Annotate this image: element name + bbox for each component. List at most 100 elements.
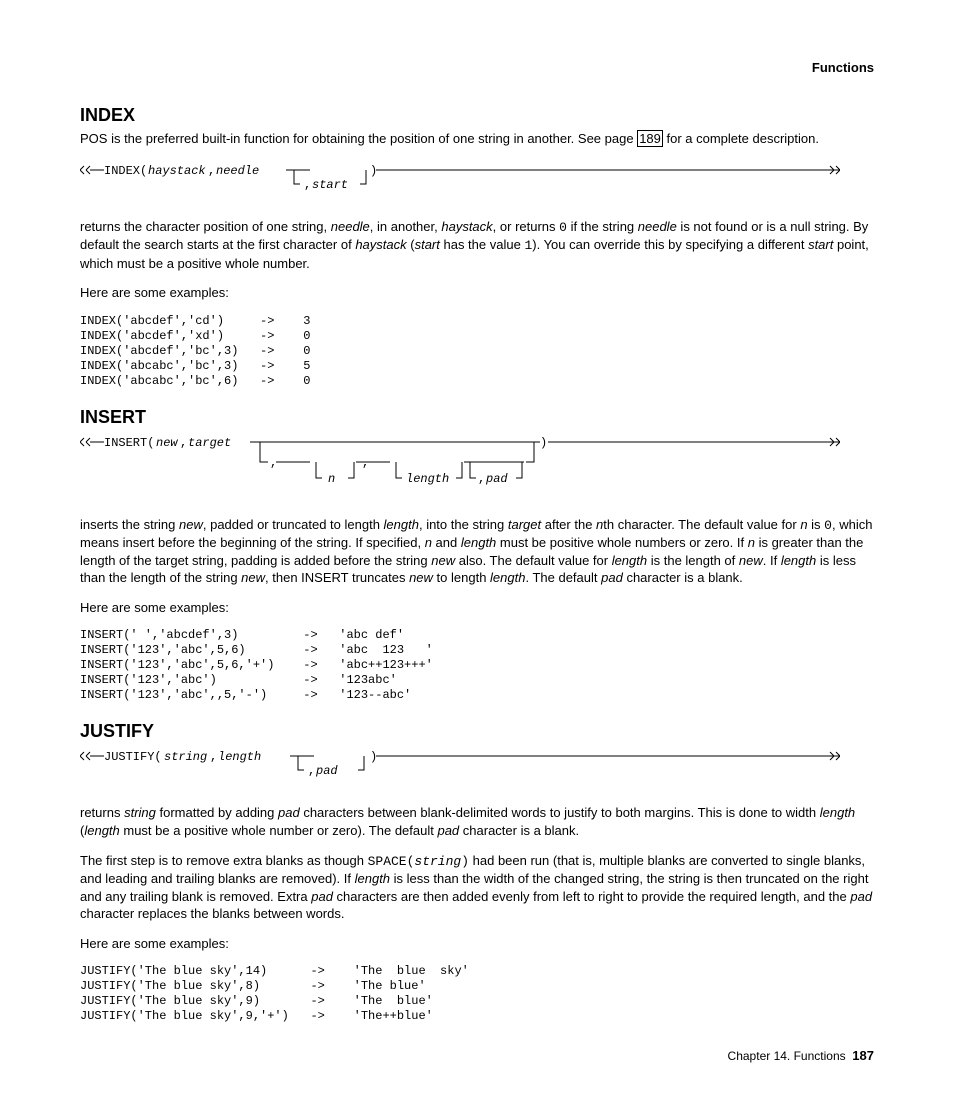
text: characters between blank-delimited words… (300, 805, 820, 820)
text: character is a blank. (623, 570, 743, 585)
text: returns the character position of one st… (80, 219, 331, 234)
index-examples: INDEX('abcdef','cd') -> 3 INDEX('abcdef'… (80, 314, 874, 389)
text: , padded or truncated to length (203, 517, 384, 532)
header-section: Functions (80, 60, 874, 75)
text: . The default (525, 570, 601, 585)
arg: n (425, 535, 432, 550)
arg: string (124, 805, 156, 820)
arg: length (384, 517, 419, 532)
text: , then INSERT truncates (265, 570, 409, 585)
arg: needle (638, 219, 677, 234)
insert-description: inserts the string new, padded or trunca… (80, 516, 874, 587)
arg: start (808, 237, 833, 252)
examples-label: Here are some examples: (80, 599, 874, 617)
page-ref: 189 (637, 130, 663, 147)
arg: string (414, 854, 461, 869)
arg: length (355, 871, 390, 886)
text: is (808, 517, 825, 532)
chapter-label: Chapter 14. Functions (728, 1049, 846, 1063)
insert-heading: INSERT (80, 407, 874, 428)
text: must be a positive whole number or zero)… (120, 823, 438, 838)
arg: length (612, 553, 647, 568)
insert-syntax-diagram: INSERT( new , target ) , n , length , pa… (80, 432, 874, 492)
arg: new (409, 570, 433, 585)
text: returns (80, 805, 124, 820)
arg-haystack: haystack (148, 164, 206, 178)
text: , in another, (370, 219, 442, 234)
text: ( (407, 237, 415, 252)
arg: length (820, 805, 855, 820)
arg: new (241, 570, 265, 585)
justify-examples: JUSTIFY('The blue sky',14) -> 'The blue … (80, 964, 874, 1024)
justify-description-2: The first step is to remove extra blanks… (80, 852, 874, 923)
text: for a complete description. (663, 131, 819, 146)
index-intro: POS is the preferred built-in function f… (80, 130, 874, 148)
svg-text:): ) (370, 750, 377, 764)
svg-text:): ) (540, 436, 547, 450)
examples-label: Here are some examples: (80, 935, 874, 953)
justify-syntax-diagram: JUSTIFY( string , length ) , pad (80, 746, 874, 780)
fn: INDEX( (104, 164, 147, 178)
svg-text:,: , (180, 436, 187, 450)
arg-length: length (406, 472, 449, 486)
text: characters are then added evenly from le… (333, 889, 850, 904)
page-footer: Chapter 14. Functions 187 (80, 1048, 874, 1063)
arg: pad (278, 805, 300, 820)
fn: SPACE( (368, 854, 415, 869)
arg: length (461, 535, 496, 550)
arg: pad (437, 823, 459, 838)
arg-pad: pad (485, 472, 508, 486)
insert-examples: INSERT(' ','abcdef',3) -> 'abc def' INSE… (80, 628, 874, 703)
text: th character. The default value for (603, 517, 800, 532)
literal: 0 (559, 220, 567, 235)
arg-start: start (312, 178, 348, 192)
arg: new (179, 517, 203, 532)
text: . If (763, 553, 781, 568)
arg-pad: pad (315, 764, 338, 778)
svg-text:,: , (478, 472, 485, 486)
text: is the length of (647, 553, 739, 568)
text: , or returns (493, 219, 559, 234)
svg-text:,: , (304, 178, 311, 192)
index-description: returns the character position of one st… (80, 218, 874, 273)
svg-text:JUSTIFY(: JUSTIFY( (104, 750, 162, 764)
text: must be positive whole numbers or zero. … (496, 535, 747, 550)
arg: pad (850, 889, 872, 904)
text: if the string (567, 219, 638, 234)
arg-needle: needle (216, 164, 259, 178)
text: ). You can override this by specifying a… (532, 237, 808, 252)
arg: length (84, 823, 119, 838)
arg: haystack (441, 219, 492, 234)
arg: new (431, 553, 455, 568)
arg: length (781, 553, 816, 568)
svg-text:): ) (370, 164, 377, 178)
svg-text:,: , (308, 764, 315, 778)
text: character replaces the blanks between wo… (80, 906, 344, 921)
arg: needle (331, 219, 370, 234)
text: , into the string (419, 517, 508, 532)
svg-text:,: , (270, 456, 277, 470)
justify-heading: JUSTIFY (80, 721, 874, 742)
svg-text:INSERT(: INSERT( (104, 436, 154, 450)
text: also. The default value for (455, 553, 612, 568)
arg-length: length (218, 750, 261, 764)
text: has the value (440, 237, 525, 252)
svg-text:,: , (210, 750, 217, 764)
arg: haystack (355, 237, 406, 252)
svg-text:,: , (362, 456, 369, 470)
fn: ) (461, 854, 469, 869)
arg: pad (601, 570, 623, 585)
text: to length (433, 570, 490, 585)
text: The first step is to remove extra blanks… (80, 853, 368, 868)
page-number: 187 (852, 1048, 874, 1063)
arg-string: string (164, 750, 207, 764)
arg: n (748, 535, 755, 550)
arg: start (415, 237, 440, 252)
index-heading: INDEX (80, 105, 874, 126)
arg: pad (311, 889, 333, 904)
text: formatted by adding (156, 805, 278, 820)
arg: n (800, 517, 807, 532)
text: after the (541, 517, 596, 532)
text: and (432, 535, 461, 550)
arg-target: target (188, 436, 231, 450)
